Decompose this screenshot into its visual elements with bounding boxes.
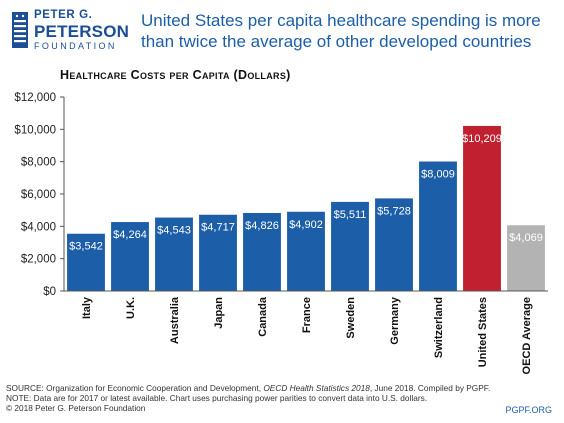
bar-value-label: $3,542 (69, 241, 103, 253)
chart-title: Healthcare Costs per Capita (Dollars) (60, 68, 291, 82)
bar (287, 211, 325, 291)
bar (507, 225, 545, 291)
website-link[interactable]: PGPF.ORG (505, 405, 552, 415)
bar-value-label: $4,543 (157, 225, 191, 237)
x-category-label: Switzerland (433, 297, 445, 358)
y-tick-label: $8,000 (21, 157, 56, 169)
bar (243, 212, 281, 291)
x-category-label: France (301, 297, 313, 333)
bar-value-label: $5,728 (377, 205, 411, 217)
logo-line-3: FOUNDATION (34, 40, 117, 51)
bar (375, 198, 413, 291)
source-publication: OECD Health Statistics 2018 (263, 383, 370, 393)
x-category-label: Australia (169, 296, 181, 344)
y-tick-label: $6,000 (21, 189, 56, 201)
x-category-label: Canada (257, 296, 269, 337)
bar-value-label: $8,009 (421, 169, 455, 181)
source-text-pre: SOURCE: Organization for Economic Cooper… (6, 383, 264, 393)
footer-notes: SOURCE: Organization for Economic Cooper… (6, 383, 526, 413)
bar-chart: $0 $2,000 $4,000 $6,000 $8,000 $10,000 $12,000… (14, 92, 548, 374)
x-category-label: Germany (389, 296, 401, 345)
bar (199, 214, 237, 291)
x-category-label: Italy (81, 296, 93, 319)
y-tick-label: $2,000 (21, 254, 56, 266)
logo-line-2: PETERSON (34, 21, 130, 41)
flag-icon (12, 12, 28, 48)
x-category-label: United States (477, 297, 489, 367)
bar (463, 125, 501, 291)
bar (155, 217, 193, 291)
bar (331, 201, 369, 291)
bar-value-label: $4,826 (245, 220, 279, 232)
page-headline: United States per capita healthcare spen… (141, 11, 541, 51)
bar (67, 233, 105, 291)
bar-value-label: $4,264 (113, 229, 147, 241)
bar-value-label: $4,717 (201, 222, 235, 234)
pgpf-logo: PETER G. PETERSON FOUNDATION (12, 9, 130, 54)
bar-value-label: $10,209 (462, 133, 502, 145)
logo-wordmark: PETER G. PETERSON FOUNDATION (34, 9, 130, 51)
x-category-label: OECD Average (521, 297, 533, 374)
y-tick-label: $0 (43, 286, 56, 298)
copyright-line: © 2018 Peter G. Peterson Foundation (6, 403, 146, 413)
bar (111, 222, 149, 291)
x-category-label: Japan (213, 297, 225, 329)
y-tick-label: $4,000 (21, 221, 56, 233)
y-tick-label: $10,000 (14, 124, 56, 136)
source-text-post: , June 2018. Compiled by PGPF. (369, 383, 491, 393)
bar-value-label: $5,511 (334, 209, 367, 221)
bar (419, 161, 457, 291)
note-line: NOTE: Data are for 2017 or latest availa… (6, 393, 428, 403)
x-category-label: U.K. (125, 297, 137, 319)
bar-value-label: $4,902 (289, 219, 323, 231)
bar-value-label: $4,069 (509, 232, 543, 244)
source-line: SOURCE: Organization for Economic Cooper… (6, 383, 526, 393)
y-tick-label: $12,000 (14, 92, 56, 104)
x-category-label: Sweden (345, 297, 357, 339)
logo-line-1: PETER G. (34, 9, 93, 21)
